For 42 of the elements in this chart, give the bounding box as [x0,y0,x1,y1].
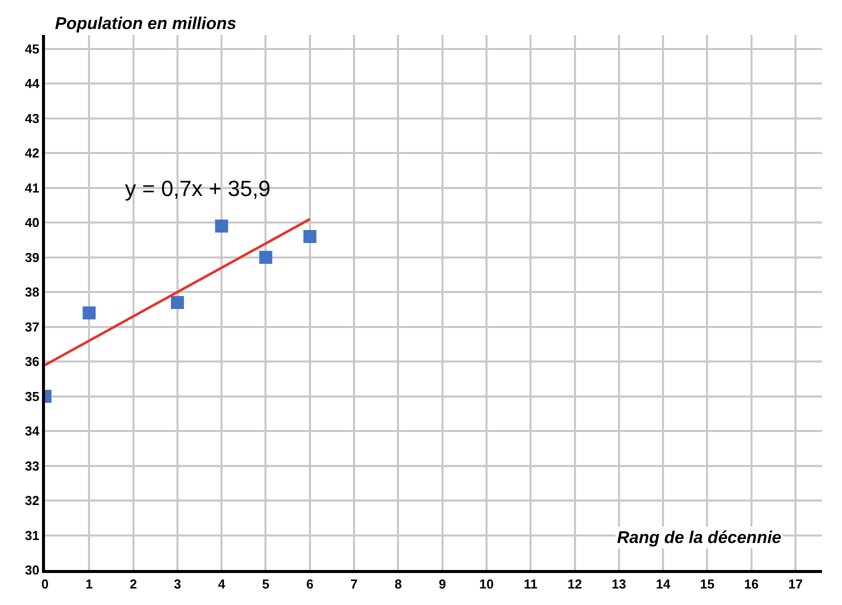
x-tick-label: 12 [568,576,582,592]
x-tick-label: 13 [612,576,626,592]
y-tick-label: 30 [24,562,40,578]
x-tick-label: 3 [174,576,182,592]
point [215,220,228,233]
x-tick-label: 8 [394,576,402,592]
y-tick-label: 41 [24,180,40,196]
y-tick-label: 43 [24,110,40,126]
x-tick-label: 10 [479,576,494,592]
y-tick-label: 44 [24,76,40,92]
y-tick-label: 42 [24,146,40,161]
x-tick-label: 4 [218,576,226,592]
x-tick-label: 7 [350,576,358,592]
x-tick-label: 15 [700,576,714,592]
y-tick-label: 36 [24,354,40,370]
x-axis-title: Rang de la décennie [617,528,782,547]
y-axis-title: Population en millions [55,14,236,33]
y-tick-label: 37 [24,319,40,334]
x-tick-label: 1 [86,576,93,592]
point [303,230,316,243]
y-tick-label: 35 [24,388,40,404]
y-tick-label: 39 [24,250,40,265]
y-tick-label: 31 [24,528,40,543]
x-tick-label: 14 [656,576,672,592]
y-tick-label: 32 [24,493,40,508]
x-tick-label: 5 [262,576,270,592]
y-tick-label: 45 [24,41,40,56]
x-tick-label: 9 [438,576,446,592]
x-tick-label: 0 [41,576,49,592]
x-tick-label: 2 [130,576,137,592]
x-tick-label: 6 [306,576,314,592]
annotation: y = 0,7x + 35,9 [125,176,271,201]
y-tick-label: 34 [24,424,40,439]
x-tick-label: 17 [788,576,803,592]
point [82,306,96,320]
point [170,296,184,309]
y-tick-label: 33 [24,458,40,474]
point [259,250,272,264]
x-tick-label: 11 [524,576,538,592]
x-tick-label: 16 [744,576,759,592]
y-tick-label: 38 [24,284,40,300]
y-tick-label: 40 [24,215,40,230]
